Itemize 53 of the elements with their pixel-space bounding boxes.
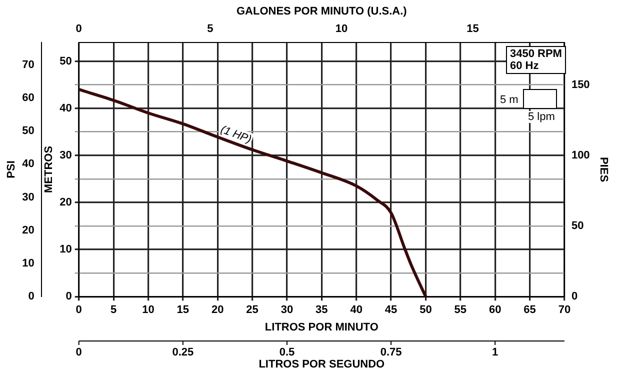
x-tick-label: 30 xyxy=(280,304,294,316)
y2-tick-label: 0 xyxy=(571,290,578,303)
x-tick-label: 15 xyxy=(176,304,190,316)
text: LITROS POR SEGUNDO xyxy=(258,358,386,371)
text: 0.75 xyxy=(380,346,402,359)
y3-tick-label: 0 xyxy=(28,290,34,303)
text: 0.25 xyxy=(172,346,194,359)
text: 1 xyxy=(492,346,498,359)
y3-tick-label: 30 xyxy=(22,191,34,204)
y3-tick-label: 70 xyxy=(22,58,34,71)
y3-tick-label: 40 xyxy=(22,158,34,170)
y-tick-label: 40 xyxy=(60,102,72,114)
text: 0.5 xyxy=(279,346,295,359)
y3-tick-label: 20 xyxy=(22,224,34,236)
y-tick-label: 50 xyxy=(60,55,72,68)
x-tick-label: 45 xyxy=(384,304,398,316)
x2-tick-label: 5 xyxy=(207,22,214,35)
y-axis-title: METROS xyxy=(43,146,56,194)
x-axis-title: LITROS POR MINUTO xyxy=(264,321,379,334)
y-tick-label: 30 xyxy=(60,149,72,162)
y2-tick-label: 100 xyxy=(571,149,590,162)
line-series xyxy=(78,88,428,297)
x-tick-label: 40 xyxy=(350,304,362,316)
x-tick-label: 60 xyxy=(488,304,502,316)
x-tick-label: 10 xyxy=(142,304,154,316)
y2-tick-label: 150 xyxy=(571,78,590,91)
annotation: 3450 RPM 60 Hz xyxy=(506,46,566,74)
text: (1 HP) xyxy=(218,124,253,146)
y-tick-label: 0 xyxy=(66,290,72,303)
x-tick-label: 65 xyxy=(524,304,536,316)
y3-tick-label: 50 xyxy=(22,125,34,138)
annotation: 5 m xyxy=(500,94,518,106)
y2-tick-label: 50 xyxy=(571,220,584,232)
text: 0 xyxy=(76,346,82,359)
y2-axis-title: PIES xyxy=(597,156,610,182)
x-tick-label: 55 xyxy=(454,304,467,316)
y3-axis-title: PSI xyxy=(6,160,18,178)
y3-tick-label: 60 xyxy=(22,92,34,104)
annotation: 5 lpm xyxy=(528,111,555,123)
x-tick-label: 5 xyxy=(110,304,117,316)
x-tick-label: 20 xyxy=(211,304,224,316)
x2-tick-label: 10 xyxy=(335,22,348,35)
y3-tick-label: 10 xyxy=(22,258,34,270)
x2-tick-label: 0 xyxy=(76,22,82,35)
y-tick-label: 10 xyxy=(60,244,72,256)
x2-axis-title: GALONES POR MINUTO (U.S.A.) xyxy=(236,6,408,18)
x2-tick-label: 15 xyxy=(466,22,479,35)
y-tick-label: 20 xyxy=(60,196,72,208)
x-tick-label: 0 xyxy=(76,304,82,316)
x-tick-label: 25 xyxy=(246,304,258,316)
x-tick-label: 70 xyxy=(558,304,571,316)
x-tick-label: 35 xyxy=(316,304,328,316)
x-tick-label: 50 xyxy=(420,304,432,316)
